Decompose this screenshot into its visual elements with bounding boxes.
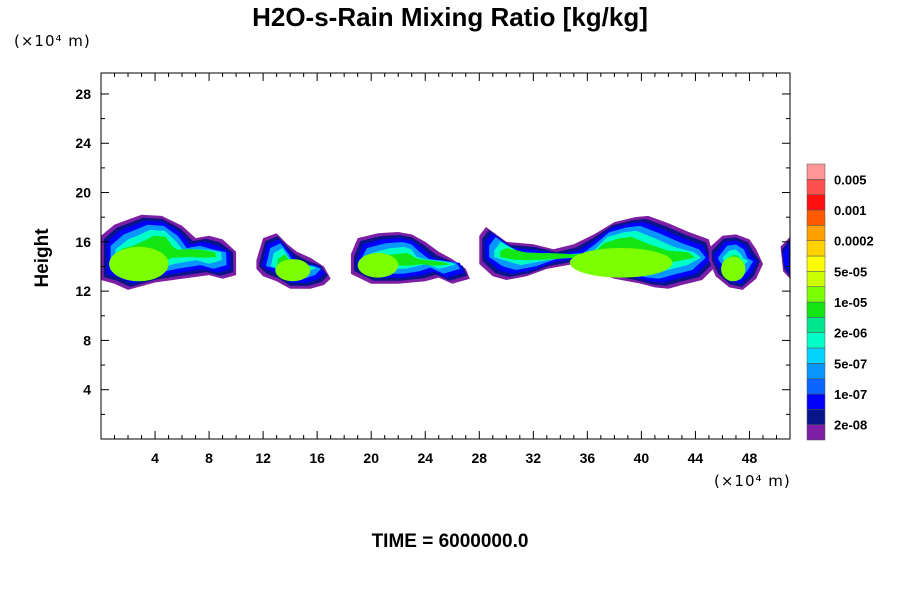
colorbar-swatch [806, 393, 826, 410]
time-label: TIME = 6000000.0 [371, 531, 529, 552]
colorbar-label: 0.0002 [834, 234, 874, 249]
colorbar-swatch [806, 225, 826, 241]
colorbar-swatch [806, 409, 826, 425]
colorbar-label: 2e-06 [834, 326, 867, 341]
colorbar-swatch [806, 363, 826, 379]
y-tick-label: 24 [75, 135, 91, 151]
colorbar-swatch [806, 301, 826, 318]
plot-frame [100, 72, 791, 440]
colorbar-label: 2e-08 [834, 418, 867, 433]
x-tick-label: 32 [526, 450, 542, 466]
colorbar-label: 5e-05 [834, 264, 867, 279]
y-tick-label: 4 [83, 382, 91, 398]
colorbar-swatch [806, 378, 826, 395]
colorbar-label: 0.005 [834, 172, 867, 187]
x-tick-label: 48 [742, 450, 758, 466]
x-tick-label: 20 [363, 450, 379, 466]
colorbar-swatch [806, 255, 826, 272]
rain-contour-layer [783, 242, 789, 273]
rain-core [569, 247, 673, 278]
colorbar-swatch [806, 286, 826, 303]
chart-title: H2O-s-Rain Mixing Ratio [kg/kg] [252, 2, 648, 32]
colorbar-label: 1e-05 [834, 295, 867, 310]
colorbar-swatch [806, 163, 826, 180]
x-tick-label: 44 [688, 450, 704, 466]
y-axis-unit-label: (×10⁴ m) [14, 32, 91, 50]
colorbar-swatch [806, 317, 826, 333]
x-tick-label: 4 [151, 450, 159, 466]
x-tick-label: 28 [471, 450, 487, 466]
rain-core [109, 246, 169, 282]
x-tick-label: 16 [309, 450, 325, 466]
colorbar-swatch [806, 424, 826, 441]
x-tick-label: 12 [255, 450, 271, 466]
colorbar-swatch [806, 240, 826, 257]
x-tick-label: 8 [205, 450, 213, 466]
colorbar-swatch [806, 271, 826, 287]
colorbar-swatch [806, 347, 826, 364]
x-tick-label: 40 [634, 450, 650, 466]
x-tick-label: 24 [417, 450, 433, 466]
colorbar-label: 1e-07 [834, 387, 867, 402]
x-tick-label: 36 [580, 450, 596, 466]
colorbar-label: 0.001 [834, 203, 867, 218]
colorbar-label: 5e-07 [834, 356, 867, 371]
colorbar-swatch [806, 209, 826, 226]
colorbar-swatch [806, 332, 826, 349]
rain-core [275, 259, 311, 282]
rain-core [721, 256, 746, 282]
rain-core [357, 252, 399, 278]
y-tick-label: 20 [75, 185, 91, 201]
colorbar-swatch [806, 179, 826, 195]
x-axis-unit-label: (×10⁴ m) [714, 472, 791, 490]
colorbar-swatch [806, 194, 826, 211]
y-tick-label: 16 [75, 234, 91, 250]
y-tick-label: 28 [75, 86, 91, 102]
y-tick-label: 12 [75, 283, 91, 299]
y-tick-label: 8 [83, 332, 91, 348]
